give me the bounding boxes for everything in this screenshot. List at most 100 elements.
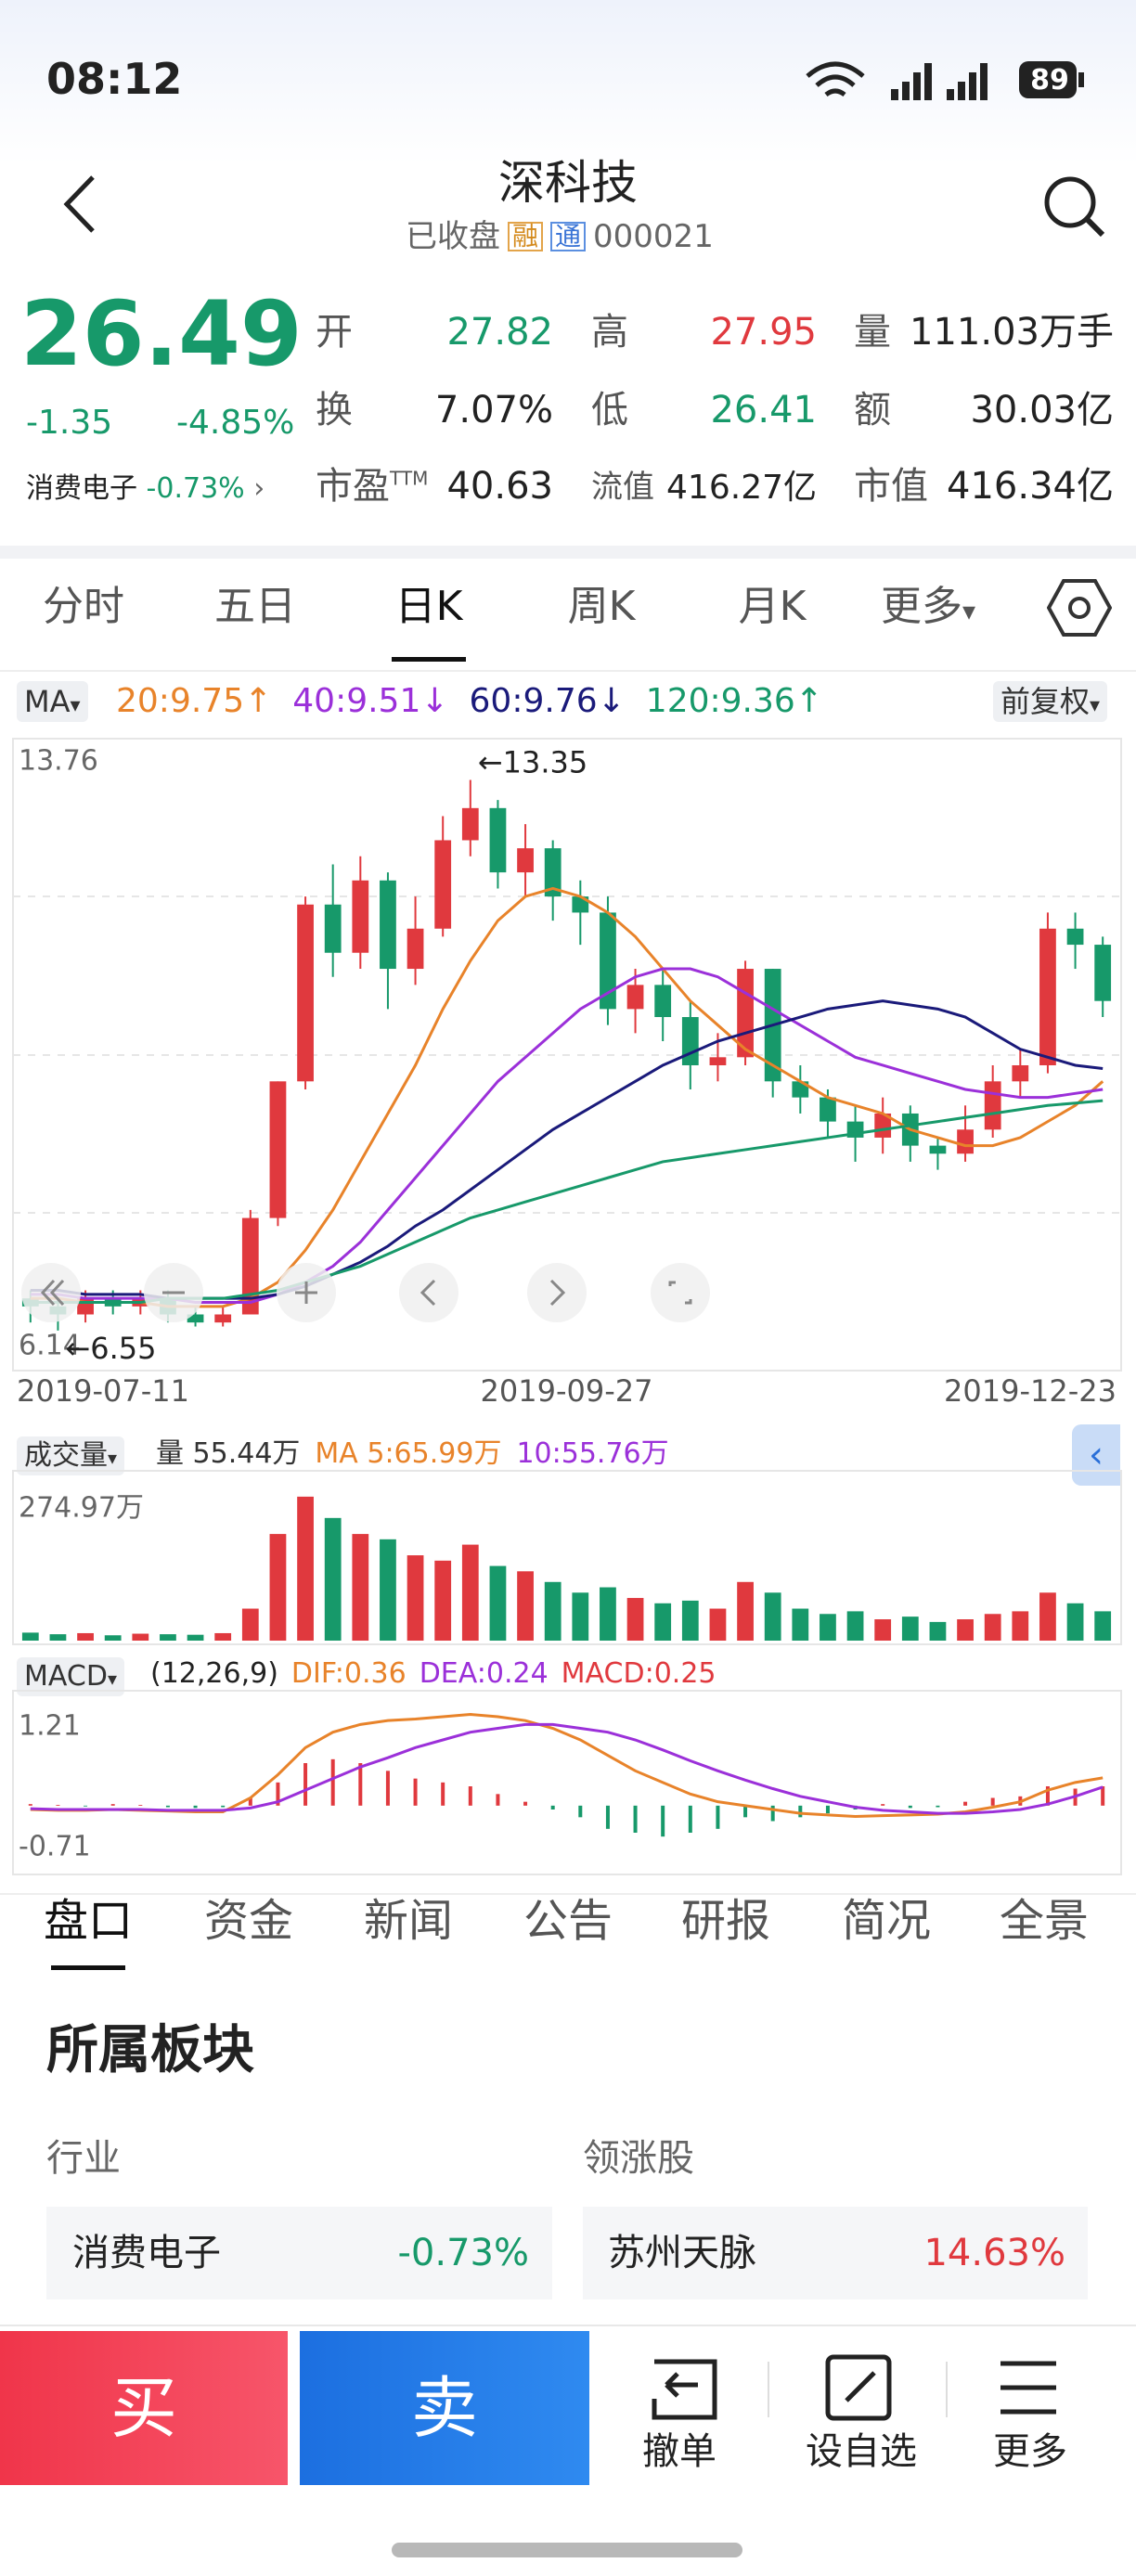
field-value: 7.07% (434, 389, 553, 431)
stock-name: 深科技 (498, 156, 638, 210)
volume-bar (874, 1619, 892, 1641)
control-fullscreen[interactable] (651, 1263, 710, 1322)
control-prev[interactable] (399, 1263, 458, 1322)
field-label: 低 (591, 389, 628, 431)
period-tab[interactable]: 五日 (214, 583, 296, 630)
volume-bar (160, 1634, 176, 1641)
search-button[interactable] (1039, 172, 1109, 241)
ma-selector[interactable]: MA▾ (17, 681, 88, 722)
buy-button[interactable]: 买 (0, 2331, 288, 2485)
dropdown-arrow: ▾ (1090, 694, 1101, 717)
candle-body (214, 1314, 232, 1323)
side-panel-toggle[interactable]: ‹ (1072, 1424, 1120, 1486)
field-value: 27.95 (710, 311, 817, 354)
volume-bar (654, 1603, 672, 1641)
field-label: 换 (316, 389, 353, 431)
action-watchlist[interactable]: 设自选 (806, 2430, 917, 2473)
candle-body (820, 1097, 836, 1122)
volume-bar (324, 1517, 342, 1641)
legend-entry: DIF:0.36 (290, 1657, 407, 1690)
macd-bar (413, 1778, 418, 1806)
macd-bar (303, 1763, 308, 1806)
dropdown-arrow: ▾ (70, 694, 81, 717)
charts: 13.76 6.14 ←13.35 ←6.55 2019-07-11 2019-09-27… (12, 738, 1122, 1875)
volume-bar (626, 1598, 644, 1641)
candle-body (709, 1057, 727, 1065)
info-tab[interactable]: 研报 (680, 1895, 771, 1947)
last-price: 26.49 (20, 282, 303, 386)
action-more[interactable]: 更多 (993, 2430, 1067, 2473)
industry-card[interactable] (46, 2207, 552, 2299)
volume-bar (380, 1539, 396, 1641)
y-tick-label: 1.21 (19, 1710, 81, 1743)
volume-bar (407, 1555, 424, 1641)
field-value: 30.03亿 (970, 389, 1114, 431)
sell-button[interactable]: 卖 (300, 2331, 589, 2485)
industry-change: -0.73% (397, 2232, 529, 2274)
volume-legend: 量 55.44万 MA 5:65.99万 10:55.76万 (156, 1440, 669, 1468)
battery-level: 89 (1030, 64, 1069, 97)
field-value: 111.03万手 (910, 311, 1114, 354)
macd-bar (550, 1805, 555, 1810)
macd-bar (798, 1805, 803, 1818)
price-change: -1.35 (26, 404, 113, 442)
macd-bar (276, 1782, 280, 1806)
macd-bar (441, 1782, 445, 1806)
macd-bar (138, 1805, 143, 1806)
field-label: 市值 (854, 465, 928, 508)
macd-bar (990, 1797, 995, 1806)
legend-entry: MA 5:65.99万 (315, 1437, 502, 1470)
legend-entry: 60:9.76↓ (469, 682, 626, 720)
volume-bar (77, 1632, 94, 1641)
volume-bar (214, 1632, 232, 1641)
macd-bar (770, 1805, 775, 1822)
legend-entry: 120:9.36↑ (645, 682, 823, 720)
field-label: 市盈TTM (316, 468, 428, 505)
sector-link[interactable]: 消费电子 -0.73% › (26, 475, 265, 503)
info-tab[interactable]: 全景 (999, 1895, 1090, 1947)
adjust-selector[interactable]: 前复权▾ (993, 681, 1108, 722)
candle-body (1066, 928, 1084, 946)
stock-code: 000021 (593, 218, 714, 255)
macd-bar (605, 1805, 610, 1829)
period-tab-active[interactable]: 日K (394, 583, 463, 630)
candle-body (297, 904, 314, 1082)
action-withdraw[interactable]: 撤单 (642, 2430, 716, 2473)
field-value: 416.27亿 (666, 469, 817, 507)
candle-body (187, 1314, 204, 1323)
home-indicator (392, 2543, 742, 2557)
info-tab[interactable]: 新闻 (363, 1895, 454, 1947)
macd-bar (908, 1805, 912, 1809)
period-tab[interactable]: 分时 (43, 583, 124, 630)
candle-body (626, 985, 644, 1010)
period-tab[interactable]: 更多▾ (881, 586, 975, 627)
candle-body (984, 1081, 1001, 1130)
sector-name: 消费电子 (26, 472, 137, 505)
volume-bar (461, 1544, 479, 1641)
axis-labels: 13.76 6.14 ←13.35 ←6.55 2019-07-11 2019-09-27… (17, 745, 1117, 1863)
macd-bar (165, 1805, 170, 1808)
macd-bar (1045, 1786, 1050, 1806)
macd-bar (468, 1786, 472, 1806)
info-tab[interactable]: 公告 (523, 1895, 613, 1947)
info-tab-active[interactable]: 盘口 (43, 1895, 134, 1947)
dropdown-arrow: ▾ (108, 1447, 118, 1469)
macd-params: (12,26,9) (150, 1657, 278, 1690)
period-tab[interactable]: 周K (567, 583, 636, 630)
tag: 通 (550, 222, 587, 251)
info-tab[interactable]: 资金 (203, 1895, 294, 1947)
macd-bar (633, 1805, 638, 1833)
legend-entry: 10:55.76万 (516, 1437, 669, 1470)
legend-entry: 20:9.75↑ (116, 682, 273, 720)
macd-bar (385, 1771, 390, 1806)
volume-bar (737, 1581, 754, 1641)
settings-button[interactable] (1047, 575, 1112, 640)
volume-selector[interactable]: 成交量▾ (17, 1436, 125, 1475)
info-tab[interactable]: 简况 (841, 1895, 932, 1947)
control-next[interactable] (527, 1263, 587, 1322)
volume-bar (544, 1581, 562, 1641)
back-button[interactable] (56, 172, 102, 237)
period-tab[interactable]: 月K (738, 583, 807, 630)
leader-card[interactable] (583, 2207, 1088, 2299)
divider (0, 546, 1136, 559)
